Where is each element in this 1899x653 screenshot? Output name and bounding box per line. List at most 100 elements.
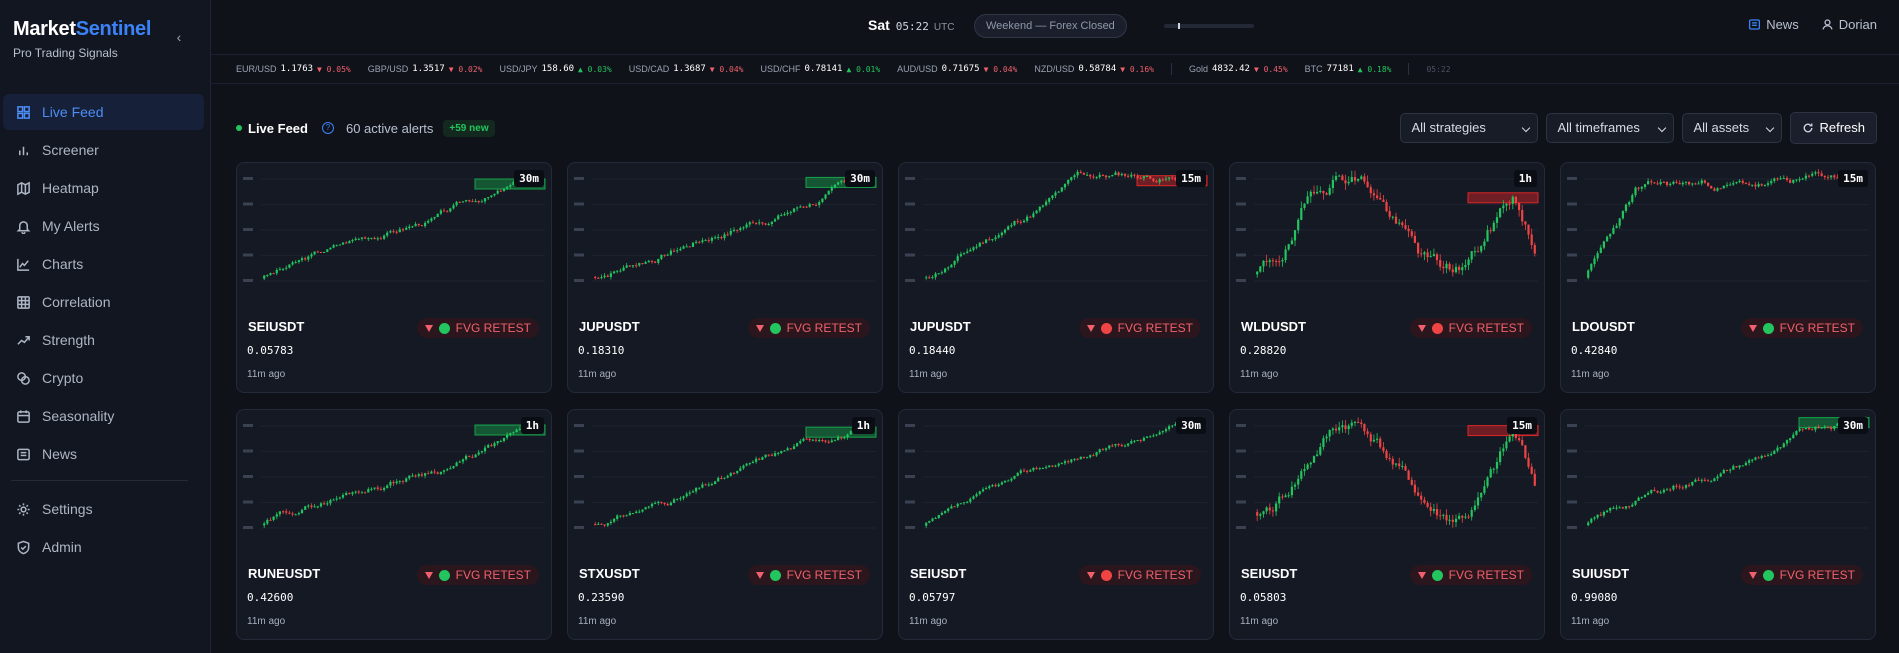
user-menu[interactable]: Dorian	[1821, 17, 1877, 32]
market-status-badge: Weekend — Forex Closed	[974, 14, 1127, 38]
strategy-filter-select[interactable]: All strategies	[1400, 113, 1539, 143]
help-icon[interactable]: ?	[321, 122, 334, 134]
ticker-price: 0.71675	[941, 64, 980, 74]
ticker-symbol: BTC	[1304, 64, 1323, 74]
session-progress-bar	[1164, 23, 1254, 29]
card-price: 0.99080	[1571, 591, 1618, 604]
timeframe-badge: 1h	[851, 417, 875, 434]
sidebar-item-news[interactable]: News	[3, 436, 204, 472]
brand-logo[interactable]: MarketSentinel	[13, 18, 210, 41]
user-name: Dorian	[1838, 17, 1877, 32]
card-price: 0.05783	[247, 344, 294, 357]
sidebar-item-label: Charts	[42, 256, 84, 272]
alert-card[interactable]: 1h RUNEUSDT FVG RETEST 0.42600 11m ago	[236, 409, 552, 640]
sidebar-item-charts[interactable]: Charts	[3, 246, 204, 282]
collapse-sidebar-button[interactable]: ‹	[176, 29, 182, 45]
card-timestamp: 11m ago	[909, 369, 948, 380]
ticker-symbol: USD/CAD	[628, 64, 670, 74]
card-symbol: SEIUSDT	[1241, 566, 1298, 581]
status-dot-icon	[1431, 322, 1443, 334]
news-link-label: News	[1766, 17, 1799, 32]
ticker-item[interactable]: Gold 4832.42 ▼ 0.45%	[1189, 64, 1288, 74]
signal-badge: FVG RETEST	[747, 565, 870, 585]
ticker-item[interactable]: USD/CAD 1.3687 ▼ 0.04%	[629, 64, 744, 74]
sidebar-item-strength[interactable]: Strength	[3, 322, 204, 358]
newspaper-icon	[15, 446, 31, 462]
sidebar-item-heatmap[interactable]: Heatmap	[3, 170, 204, 206]
ticker-price: 1.1763	[280, 64, 314, 74]
alert-card[interactable]: 30m JUPUSDT FVG RETEST 0.18310 11m ago	[567, 162, 883, 393]
clock-day: Sat	[868, 17, 890, 33]
alert-card[interactable]: 15m JUPUSDT FVG RETEST 0.18440 11m ago	[898, 162, 1214, 393]
sidebar-item-my-alerts[interactable]: My Alerts	[3, 208, 204, 244]
sidebar-item-label: Settings	[42, 501, 93, 517]
down-arrow-icon	[1417, 324, 1426, 332]
refresh-button[interactable]: Refresh	[1790, 112, 1877, 144]
ticker-item[interactable]: AUD/USD 0.71675 ▼ 0.04%	[897, 64, 1017, 74]
timeframe-badge: 30m	[514, 170, 544, 187]
alert-card[interactable]: 1h WLDUSDT FVG RETEST 0.28820 11m ago	[1229, 162, 1545, 393]
ticker-item[interactable]: BTC 77181 ▲ 0.18%	[1305, 64, 1392, 74]
ticker-item[interactable]: USD/JPY 158.60 ▲ 0.03%	[500, 64, 612, 74]
timeframe-badge: 1h	[1513, 170, 1537, 187]
signal-label: FVG RETEST	[1779, 568, 1855, 582]
ticker-item[interactable]: EUR/USD 1.1763 ▼ 0.05%	[236, 64, 351, 74]
ticker-item[interactable]: NZD/USD 0.58784 ▼ 0.16%	[1034, 64, 1154, 74]
ticker-change: ▼ 0.16%	[1120, 64, 1154, 74]
ticker-symbol: USD/JPY	[499, 64, 538, 74]
asset-filter-select[interactable]: All assets	[1682, 113, 1783, 143]
alert-card[interactable]: 30m SEIUSDT FVG RETEST 0.05797 11m ago	[898, 409, 1214, 640]
card-timestamp: 11m ago	[1240, 616, 1279, 627]
alert-card[interactable]: 15m SEIUSDT FVG RETEST 0.05803 11m ago	[1229, 409, 1545, 640]
timeframe-badge: 30m	[1838, 417, 1868, 434]
status-dot-icon	[1431, 569, 1443, 581]
alert-card[interactable]: 30m SEIUSDT FVG RETEST 0.05783 11m ago	[236, 162, 552, 393]
alert-card[interactable]: 15m LDOUSDT FVG RETEST 0.42840 11m ago	[1560, 162, 1876, 393]
card-symbol: JUPUSDT	[579, 319, 640, 334]
down-arrow-icon	[755, 324, 764, 332]
new-alerts-badge: +59 new	[443, 119, 495, 137]
ticker-item[interactable]: GBP/USD 1.3517 ▼ 0.02%	[368, 64, 483, 74]
card-symbol: RUNEUSDT	[248, 566, 321, 581]
alert-card[interactable]: 1h STXUSDT FVG RETEST 0.23590 11m ago	[567, 409, 883, 640]
ticker-divider	[1408, 63, 1410, 75]
status-dot-icon	[438, 569, 450, 581]
news-link[interactable]: News	[1748, 17, 1799, 32]
ticker-symbol: EUR/USD	[236, 64, 277, 74]
status-dot-icon	[1762, 569, 1774, 581]
signal-label: FVG RETEST	[1117, 568, 1193, 582]
sidebar-item-crypto[interactable]: Crypto	[3, 360, 204, 396]
ticker-price: 158.60	[541, 64, 575, 74]
feed-header: Live Feed ? 60 active alerts +59 new All…	[236, 112, 1877, 144]
sidebar-item-label: Live Feed	[42, 104, 104, 120]
signal-label: FVG RETEST	[455, 321, 531, 335]
signal-badge: FVG RETEST	[1078, 565, 1201, 585]
shield-icon	[15, 539, 31, 555]
brand-name-part1: Market	[13, 18, 76, 40]
card-symbol: JUPUSDT	[910, 319, 971, 334]
card-timestamp: 11m ago	[578, 616, 617, 627]
sidebar-item-admin[interactable]: Admin	[3, 529, 204, 565]
ticker-divider	[1170, 63, 1172, 75]
brand-subtitle: Pro Trading Signals	[13, 46, 118, 60]
ticker-item[interactable]: USD/CHF 0.78141 ▲ 0.01%	[761, 64, 881, 74]
card-timestamp: 11m ago	[909, 616, 948, 627]
clock-time: 05:22	[895, 20, 929, 33]
sidebar-nav: Live Feed Screener Heatmap My Alerts Charts C…	[0, 88, 210, 565]
timeframe-filter-select[interactable]: All timeframes	[1546, 113, 1675, 143]
timeframe-badge: 30m	[845, 170, 875, 187]
down-arrow-icon	[424, 324, 433, 332]
bell-icon	[15, 218, 31, 234]
ticker-symbol: USD/CHF	[760, 64, 801, 74]
sidebar-item-seasonality[interactable]: Seasonality	[3, 398, 204, 434]
alert-card[interactable]: 30m SUIUSDT FVG RETEST 0.99080 11m ago	[1560, 409, 1876, 640]
sidebar-item-correlation[interactable]: Correlation	[3, 284, 204, 320]
sidebar-item-screener[interactable]: Screener	[3, 132, 204, 168]
sidebar-item-live-feed[interactable]: Live Feed	[3, 94, 204, 130]
signal-label: FVG RETEST	[786, 321, 862, 335]
ticker-timestamp: 05:22	[1426, 64, 1451, 74]
sidebar-item-settings[interactable]: Settings	[3, 491, 204, 527]
card-timestamp: 11m ago	[1240, 369, 1279, 380]
mini-candlestick-chart	[237, 163, 551, 313]
down-arrow-icon	[755, 571, 764, 579]
